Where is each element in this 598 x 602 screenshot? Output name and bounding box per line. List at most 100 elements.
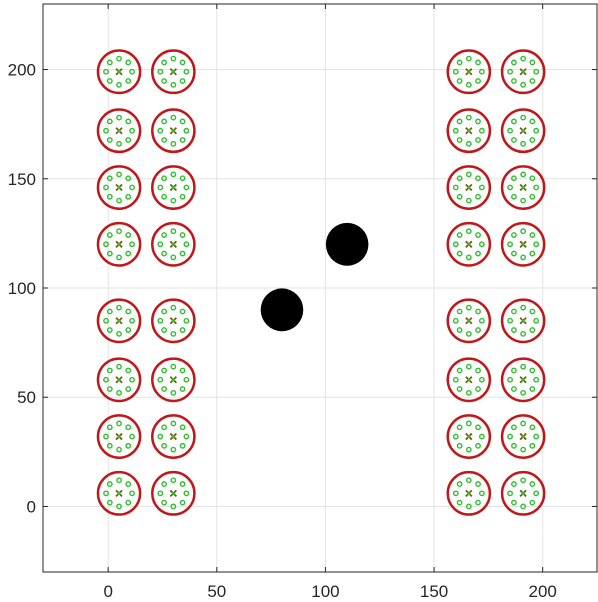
x-tick-label: 100 xyxy=(311,582,339,601)
cluster xyxy=(96,108,142,154)
cluster xyxy=(500,414,546,459)
cluster-point xyxy=(478,68,485,75)
cluster-point xyxy=(456,424,463,431)
cluster-outer-circle xyxy=(500,165,546,210)
cluster xyxy=(446,414,492,459)
cluster-point xyxy=(456,308,463,315)
cluster-outer-circle xyxy=(96,165,142,210)
cluster-point xyxy=(125,481,132,487)
cluster-point xyxy=(507,490,513,497)
cluster xyxy=(96,470,142,516)
cluster-point xyxy=(465,228,472,235)
y-tick-label: 50 xyxy=(17,388,36,407)
cluster-point xyxy=(161,442,168,449)
cluster xyxy=(96,414,142,459)
cluster-outer-circle xyxy=(446,49,492,95)
cluster-point xyxy=(129,433,135,440)
cluster-point xyxy=(179,137,186,143)
cluster-point xyxy=(125,78,132,84)
cluster-point xyxy=(125,367,132,374)
cluster-point xyxy=(106,367,113,374)
cluster-center-dot xyxy=(467,70,471,74)
obstacle-disk xyxy=(325,222,369,266)
cluster-point xyxy=(520,330,527,337)
cluster-point xyxy=(511,499,517,506)
cluster-center-dot xyxy=(467,491,471,495)
cluster-point xyxy=(161,250,168,257)
cluster-point xyxy=(106,193,113,200)
cluster-point xyxy=(183,317,190,324)
cluster xyxy=(500,165,546,210)
cluster-point xyxy=(533,433,540,440)
cluster-point xyxy=(465,330,472,337)
cluster-point xyxy=(533,184,540,191)
cluster-point xyxy=(106,327,113,333)
cluster-point xyxy=(456,386,463,392)
cluster-outer-circle xyxy=(500,357,546,403)
cluster-point xyxy=(465,81,472,88)
cluster-point xyxy=(456,175,463,182)
cluster-point xyxy=(520,228,527,235)
cluster xyxy=(96,49,142,95)
cluster-point xyxy=(125,193,132,200)
cluster-point xyxy=(161,118,168,125)
cluster-point xyxy=(125,118,132,125)
cluster-center-dot xyxy=(467,434,471,439)
cluster-point xyxy=(511,308,517,315)
cluster-point xyxy=(529,193,536,200)
cluster-point xyxy=(465,363,472,370)
cluster-outer-circle xyxy=(446,470,492,516)
cluster-point xyxy=(452,127,459,134)
cluster-center-dot xyxy=(521,319,525,323)
cluster-point xyxy=(103,241,109,248)
cluster-point xyxy=(106,481,113,487)
cluster-point xyxy=(179,424,186,431)
cluster-point xyxy=(170,114,177,121)
cluster-center-dot xyxy=(171,378,175,382)
cluster-point xyxy=(106,78,113,84)
obstacle-disk xyxy=(260,288,304,332)
cluster-point xyxy=(475,232,481,238)
cluster-point xyxy=(125,386,132,392)
cluster-point xyxy=(456,59,463,66)
cluster-point xyxy=(106,59,113,66)
cluster-point xyxy=(183,184,190,191)
cluster-point xyxy=(157,241,164,248)
cluster-outer-circle xyxy=(151,414,196,459)
cluster-center-dot xyxy=(171,185,175,190)
plot-data xyxy=(96,49,546,516)
cluster-point xyxy=(170,420,177,427)
cluster-point xyxy=(465,389,472,396)
cluster-point xyxy=(507,376,513,383)
cluster xyxy=(151,470,196,516)
cluster-point xyxy=(106,424,113,431)
cluster-point xyxy=(129,184,135,191)
cluster-point xyxy=(475,118,481,125)
cluster-point xyxy=(170,503,177,510)
cluster-point xyxy=(179,175,186,182)
cluster-point xyxy=(161,424,168,431)
cluster-point xyxy=(529,386,536,392)
cluster-point xyxy=(452,490,459,497)
cluster-point xyxy=(520,197,527,204)
x-tick-label: 200 xyxy=(528,582,556,601)
cluster-point xyxy=(179,481,186,487)
cluster-point xyxy=(116,304,122,311)
cluster-point xyxy=(106,308,113,315)
cluster-point xyxy=(511,424,517,431)
cluster-point xyxy=(520,55,527,62)
cluster-center-dot xyxy=(171,319,175,323)
cluster-point xyxy=(511,367,517,374)
cluster xyxy=(151,298,196,344)
cluster-outer-circle xyxy=(151,165,196,210)
cluster-point xyxy=(507,184,513,191)
cluster-outer-circle xyxy=(500,108,546,154)
cluster-point xyxy=(475,175,481,182)
cluster-point xyxy=(465,197,472,204)
cluster-point xyxy=(129,127,135,134)
cluster-point xyxy=(475,193,481,200)
cluster-center-dot xyxy=(171,434,175,439)
cluster-outer-circle xyxy=(151,357,196,403)
cluster-point xyxy=(475,250,481,257)
cluster-point xyxy=(183,433,190,440)
